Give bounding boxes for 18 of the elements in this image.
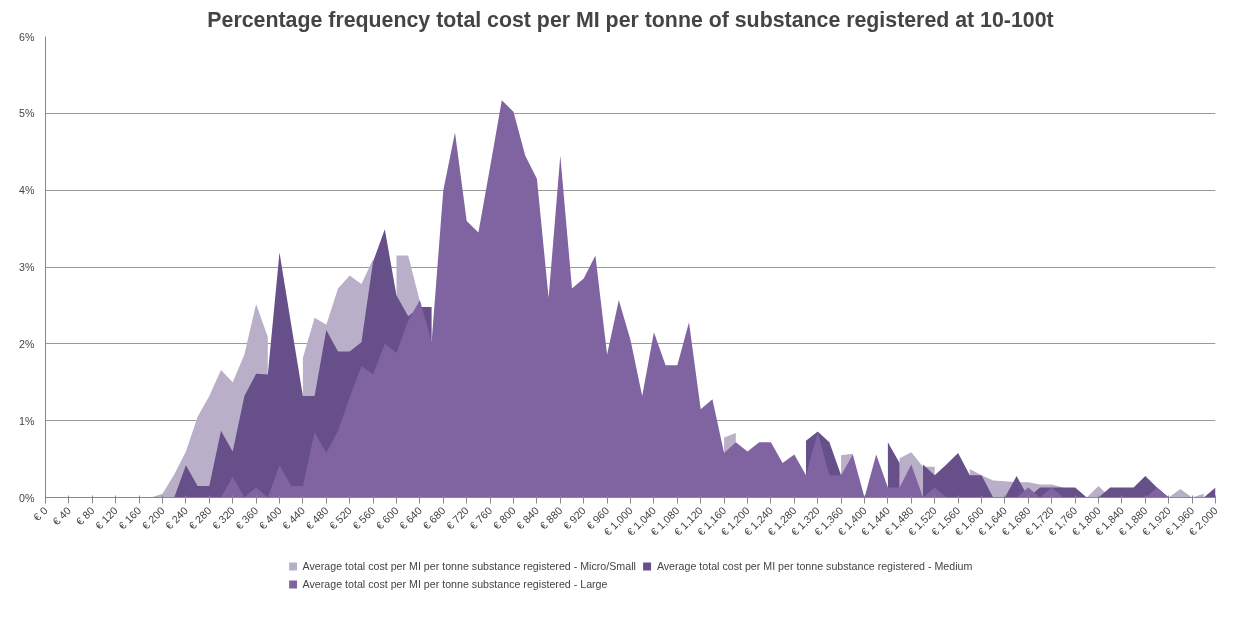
chart-title: Percentage frequency total cost per MI per tonne of substance registered at 10-100t <box>207 7 1054 32</box>
x-tick-label: € 360 <box>233 504 261 532</box>
y-tick-label: 1% <box>19 414 36 427</box>
y-tick-label: 4% <box>19 184 36 197</box>
legend-label: Average total cost per MI per tonne substance registered - Micro/Small <box>302 560 636 572</box>
y-tick-label: 2% <box>19 337 36 350</box>
x-tick-label: € 560 <box>350 504 378 532</box>
y-tick-label: 6% <box>19 30 36 43</box>
y-tick-label: 5% <box>19 107 36 120</box>
x-tick-label: € 160 <box>116 504 144 532</box>
x-tick-label: € 40 <box>49 504 74 528</box>
x-tick-label: € 0 <box>30 504 50 524</box>
legend-label: Average total cost per MI per tonne substance registered - Medium <box>656 560 973 572</box>
y-tick-label: 3% <box>19 261 36 273</box>
legend-label: Average total cost per MI per tonne substance registered - Large <box>302 578 608 590</box>
x-tick-label: € 80 <box>73 504 97 528</box>
x-tick-label: € 760 <box>467 504 495 532</box>
y-tick-label: 0% <box>19 491 36 504</box>
